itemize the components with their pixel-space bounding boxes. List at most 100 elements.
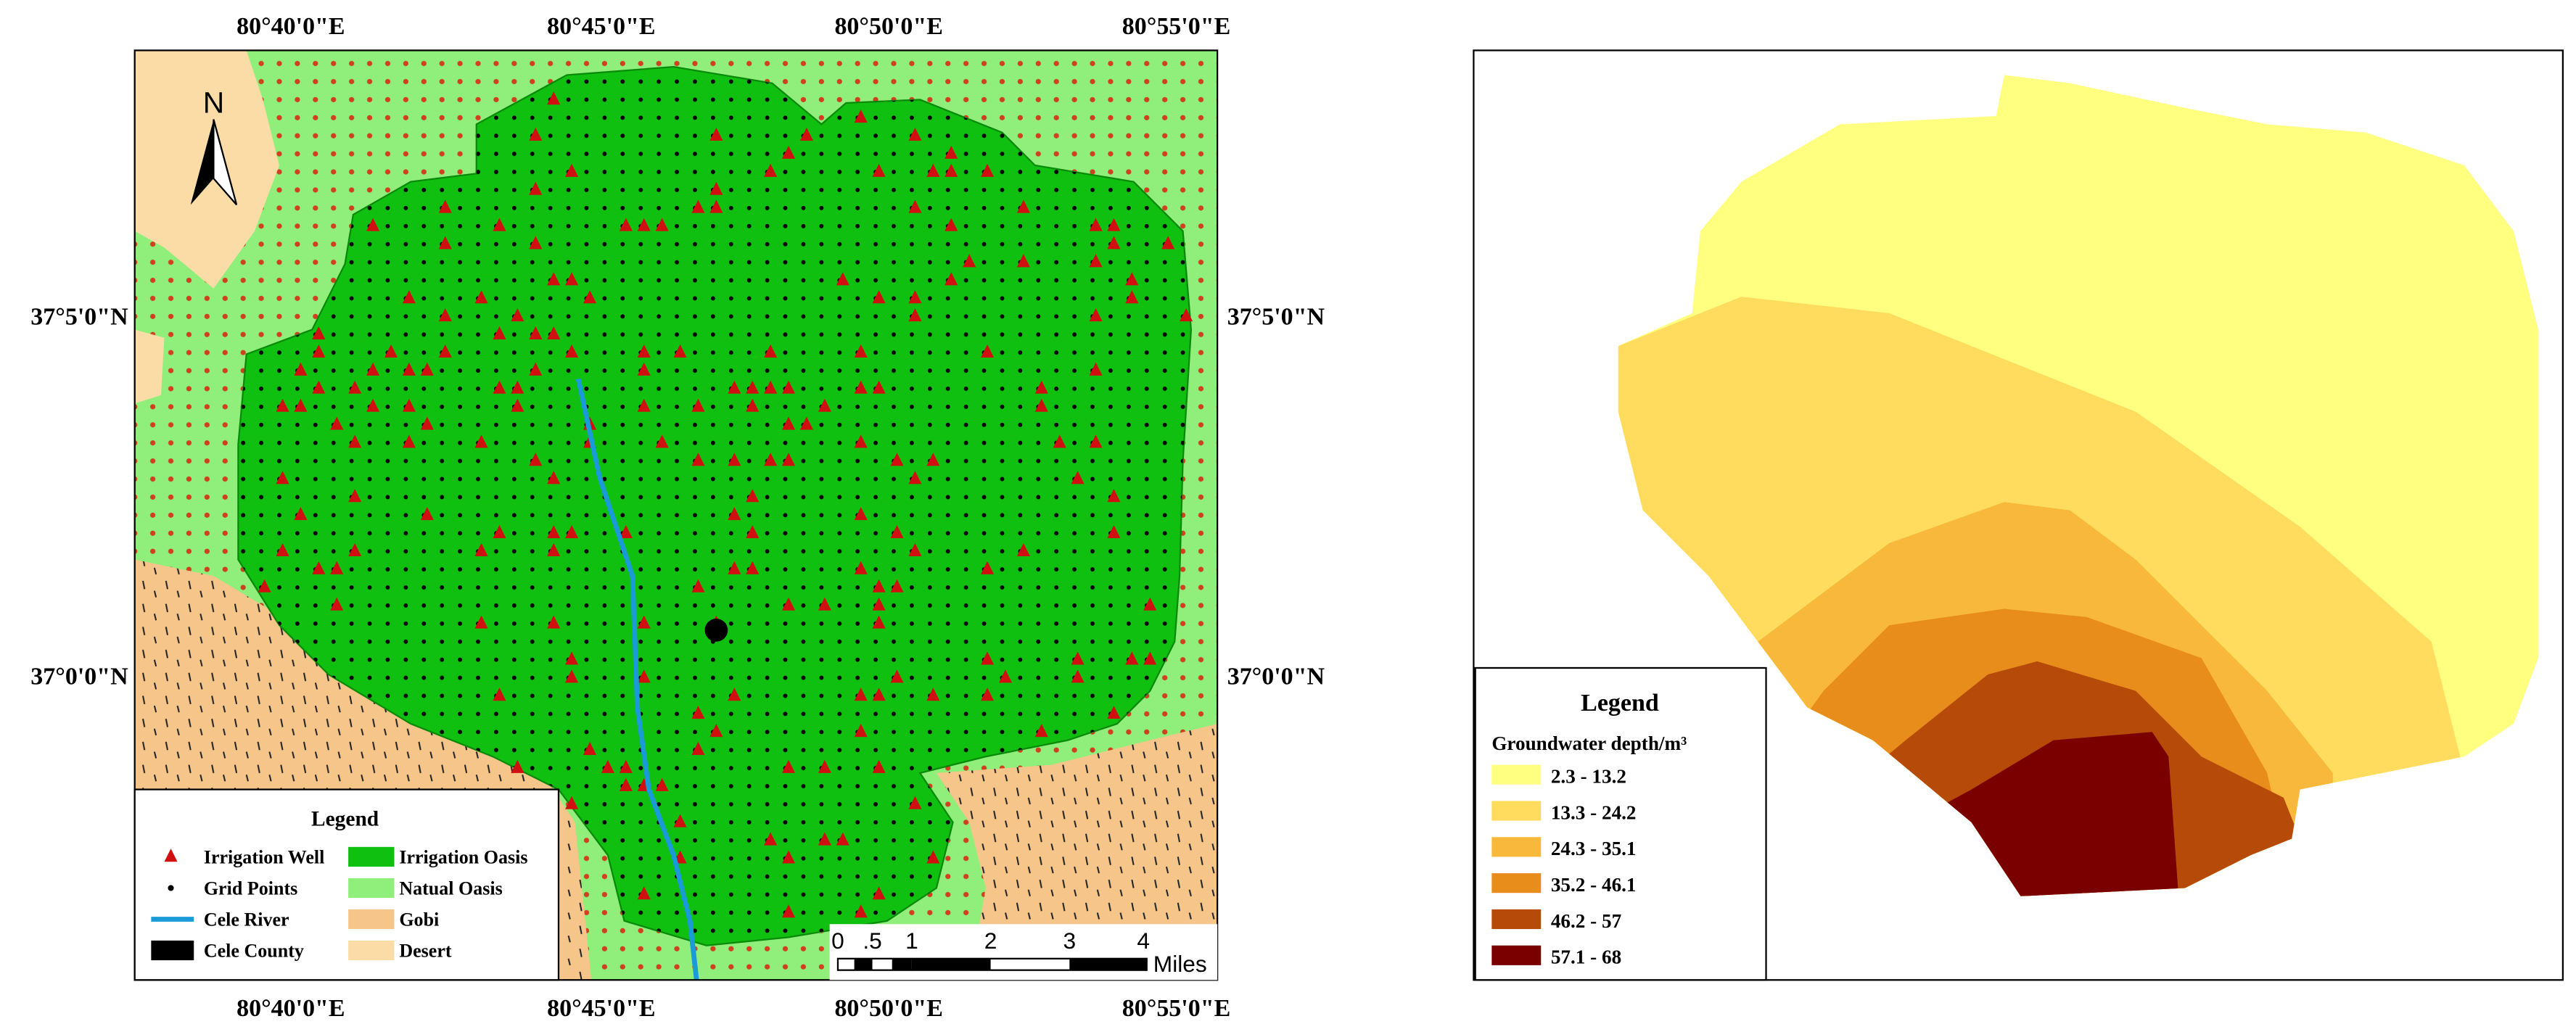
scale-tick: .5 bbox=[863, 928, 881, 954]
irrigation-well bbox=[1161, 236, 1175, 249]
irrigation-well bbox=[348, 380, 362, 394]
irrigation-well bbox=[872, 886, 886, 900]
irrigation-well bbox=[493, 380, 506, 394]
irrigation-well bbox=[294, 507, 308, 521]
irrigation-well bbox=[529, 236, 543, 249]
irrigation-well bbox=[529, 127, 543, 141]
irrigation-well bbox=[619, 759, 633, 773]
legend-swatch bbox=[1491, 837, 1542, 857]
county-symbol bbox=[151, 940, 194, 961]
lon-label: 80°50'0"E bbox=[834, 995, 942, 1022]
irrigation-well bbox=[981, 651, 995, 665]
irrigation-well bbox=[258, 579, 271, 593]
irrigation-well bbox=[764, 453, 778, 466]
irrigation-well bbox=[691, 199, 705, 213]
irrigation-well bbox=[1143, 597, 1157, 611]
irrigation-well bbox=[420, 362, 434, 376]
irrigation-well bbox=[402, 398, 416, 412]
irrigation-well bbox=[854, 507, 868, 521]
irrigation-well bbox=[637, 362, 651, 376]
irrigation-well bbox=[872, 163, 886, 177]
grid-symbol bbox=[168, 885, 174, 891]
lon-label: 80°45'0"E bbox=[547, 995, 655, 1022]
wells bbox=[258, 91, 1193, 918]
irrigation-well bbox=[474, 434, 488, 448]
irrigation-well bbox=[945, 145, 958, 159]
irrigation-well bbox=[854, 434, 868, 448]
irrigation-well bbox=[818, 597, 831, 611]
north-label: N bbox=[203, 86, 224, 120]
irrigation-well bbox=[746, 380, 760, 394]
irrigation-well bbox=[1125, 290, 1139, 304]
irrigation-well bbox=[1034, 380, 1048, 394]
irrigation-well bbox=[1089, 218, 1103, 231]
irrigation-well bbox=[728, 453, 741, 466]
irrigation-well bbox=[583, 741, 597, 756]
irrigation-well bbox=[493, 688, 506, 701]
irrigation-well bbox=[908, 127, 922, 141]
irrigation-well bbox=[1034, 723, 1048, 738]
lat-label: 37°5'0"N bbox=[30, 304, 128, 331]
irrigation-well bbox=[1107, 706, 1121, 719]
irrigation-well bbox=[890, 524, 904, 539]
cele-county bbox=[704, 619, 728, 642]
irrigation-well bbox=[781, 453, 796, 466]
irrigation-well bbox=[1107, 524, 1121, 539]
irrigation-well bbox=[981, 561, 995, 574]
irrigation-well bbox=[799, 127, 814, 141]
irrigation-well bbox=[981, 344, 995, 358]
irrigation-well bbox=[908, 308, 922, 322]
scale-tick: 4 bbox=[1137, 928, 1150, 954]
legend-class: 46.2 - 57 bbox=[1551, 910, 1621, 932]
natural-symbol bbox=[348, 878, 395, 899]
irrigation-well bbox=[709, 181, 723, 195]
legend-item: Cele County bbox=[204, 941, 304, 962]
irrigation-well bbox=[872, 615, 886, 629]
irrigation-well bbox=[312, 380, 326, 394]
cele-river bbox=[575, 378, 699, 981]
lon-label: 80°55'0"E bbox=[1122, 995, 1230, 1022]
irrigation-well bbox=[1180, 308, 1193, 322]
irrigation-well bbox=[366, 362, 380, 376]
irrigation-well bbox=[493, 218, 506, 231]
lon-label: 80°45'0"E bbox=[547, 13, 655, 40]
irrigation-well bbox=[926, 688, 940, 701]
irrigation-well bbox=[565, 163, 579, 177]
irrigation-well bbox=[529, 453, 543, 466]
irrigation-well bbox=[619, 218, 633, 231]
irrigation-well bbox=[276, 398, 289, 412]
irrigation-well bbox=[908, 290, 922, 304]
scale-tick: 3 bbox=[1063, 928, 1076, 954]
irrigation-well bbox=[1071, 651, 1085, 665]
scale-unit: Miles bbox=[1153, 951, 1207, 977]
legend-item: Irrigation Well bbox=[204, 846, 325, 867]
legend-item: Desert bbox=[399, 941, 452, 962]
irrigation-well bbox=[474, 542, 488, 556]
irrigation-well bbox=[854, 904, 868, 918]
irrigation-well bbox=[565, 524, 579, 539]
irrigation-well bbox=[872, 579, 886, 593]
irrigation-well bbox=[547, 524, 561, 539]
legend-title: Legend bbox=[311, 807, 379, 830]
irrigation-well bbox=[781, 380, 796, 394]
irrigation-well bbox=[908, 471, 922, 484]
lon-label: 80°40'0"E bbox=[236, 13, 345, 40]
irrigation-well bbox=[764, 163, 778, 177]
legend-swatch bbox=[1491, 801, 1542, 821]
irrigation-well bbox=[547, 471, 561, 484]
irrigation-well bbox=[781, 904, 796, 918]
irrigation-well bbox=[945, 163, 958, 177]
lon-label: 80°50'0"E bbox=[834, 13, 942, 40]
irrigation-well bbox=[890, 669, 904, 683]
irrigation-well bbox=[1053, 434, 1066, 448]
legend-subtitle: Groundwater depth/m³ bbox=[1491, 732, 1687, 754]
scale-tick: 1 bbox=[905, 928, 918, 954]
irrigation-well bbox=[366, 398, 380, 412]
irrigation-well bbox=[637, 218, 651, 231]
left-frame bbox=[133, 49, 1219, 981]
irrigation-well bbox=[619, 777, 633, 791]
irrigation-well bbox=[746, 524, 760, 539]
lat-label: 37°0'0"N bbox=[30, 664, 128, 690]
